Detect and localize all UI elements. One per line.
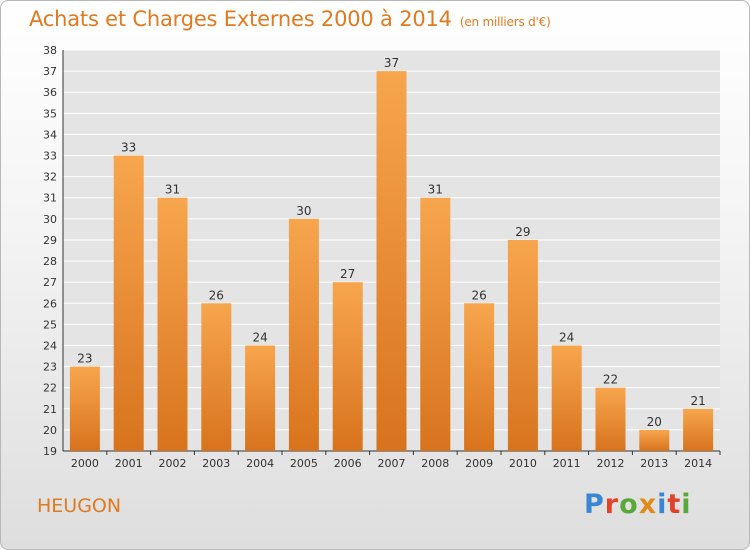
bar-2009 — [464, 303, 495, 451]
data-label-2012: 22 — [603, 373, 618, 387]
logo-letter: r — [604, 489, 620, 520]
data-label-2009: 26 — [471, 288, 486, 302]
proxiti-logo: Proxiti — [584, 489, 692, 520]
logo-letter: i — [681, 489, 692, 520]
x-tick-label-2009: 2009 — [465, 457, 493, 470]
chart-subtitle: (en milliers d'€) — [459, 15, 551, 29]
x-tick-label-2002: 2002 — [159, 457, 187, 470]
bar-2002 — [157, 197, 188, 451]
data-label-2010: 29 — [515, 225, 530, 239]
bar-2011 — [551, 345, 582, 451]
y-tick-label: 20 — [43, 424, 57, 437]
y-tick-label: 26 — [43, 297, 57, 310]
bar-2014 — [683, 408, 714, 451]
y-tick-label: 25 — [43, 318, 57, 331]
logo-letter: o — [619, 489, 639, 520]
data-label-2004: 24 — [252, 330, 267, 344]
bar-2006 — [332, 282, 363, 451]
x-tick-label-2004: 2004 — [246, 457, 274, 470]
y-tick-label: 27 — [43, 276, 57, 289]
logo-letter: t — [667, 489, 682, 520]
x-tick-label-2008: 2008 — [421, 457, 449, 470]
bar-2013 — [639, 429, 670, 451]
x-tick-label-2012: 2012 — [597, 457, 625, 470]
y-tick-label: 23 — [43, 361, 57, 374]
y-tick-label: 34 — [43, 128, 57, 141]
chart-title: Achats et Charges Externes 2000 à 2014 (e… — [29, 7, 551, 31]
y-tick-label: 36 — [43, 86, 57, 99]
logo-letter: i — [657, 489, 668, 520]
commune-name: HEUGON — [37, 495, 122, 517]
bar-2003 — [201, 303, 232, 451]
x-tick-label-2000: 2000 — [71, 457, 99, 470]
data-label-2007: 37 — [384, 56, 399, 70]
x-tick-label-2010: 2010 — [509, 457, 537, 470]
data-label-2005: 30 — [296, 204, 311, 218]
bar-2007 — [376, 71, 407, 452]
y-tick-label: 35 — [43, 107, 57, 120]
logo-letter: P — [584, 489, 605, 520]
y-tick-label: 29 — [43, 234, 57, 247]
data-label-2008: 31 — [428, 183, 443, 197]
x-tick-label-2011: 2011 — [553, 457, 581, 470]
y-tick-label: 24 — [43, 339, 57, 352]
x-tick-label-2003: 2003 — [202, 457, 230, 470]
bar-2004 — [245, 345, 276, 451]
data-label-2000: 23 — [77, 352, 92, 366]
x-tick-label-2005: 2005 — [290, 457, 318, 470]
x-tick-label-2014: 2014 — [684, 457, 712, 470]
bar-2000 — [69, 366, 100, 451]
data-label-2006: 27 — [340, 267, 355, 281]
y-tick-label: 31 — [43, 192, 57, 205]
data-label-2003: 26 — [209, 288, 224, 302]
bar-2005 — [288, 218, 319, 451]
data-label-2001: 33 — [121, 141, 136, 155]
y-tick-label: 21 — [43, 403, 57, 416]
x-tick-label-2013: 2013 — [640, 457, 668, 470]
x-tick-label-2001: 2001 — [115, 457, 143, 470]
y-tick-label: 33 — [43, 150, 57, 163]
data-label-2014: 21 — [690, 394, 705, 408]
data-label-2011: 24 — [559, 330, 574, 344]
y-tick-label: 37 — [43, 65, 57, 78]
y-tick-label: 32 — [43, 171, 57, 184]
x-tick-label-2006: 2006 — [334, 457, 362, 470]
data-label-2013: 20 — [647, 415, 662, 429]
logo-letter: x — [638, 489, 658, 520]
y-tick-label: 22 — [43, 382, 57, 395]
y-tick-label: 30 — [43, 213, 57, 226]
bar-2010 — [507, 239, 538, 451]
y-tick-label: 38 — [43, 44, 57, 57]
y-tick-label: 19 — [43, 445, 57, 458]
title-text: Achats et Charges Externes 2000 à 2014 — [29, 7, 452, 31]
data-label-2002: 31 — [165, 183, 180, 197]
bar-2012 — [595, 387, 626, 451]
bar-2001 — [113, 155, 144, 452]
y-tick-label: 28 — [43, 255, 57, 268]
x-tick-label-2007: 2007 — [378, 457, 406, 470]
bar-2008 — [420, 197, 451, 451]
